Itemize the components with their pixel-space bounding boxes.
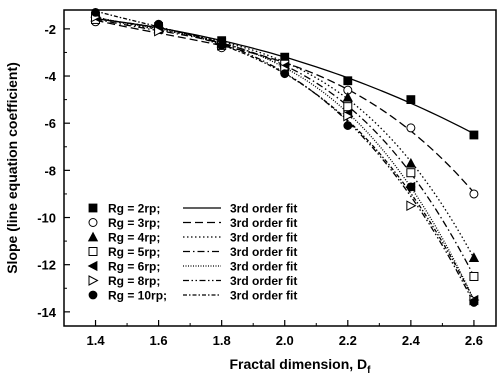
data-point-series-7	[406, 182, 416, 192]
plot-frame	[63, 9, 497, 327]
y-tick-label: -10	[37, 211, 56, 226]
legend-marker-series-4	[88, 247, 98, 256]
data-point-series-3	[342, 91, 353, 102]
legend-label-series-4: Rg = 5rp;	[108, 245, 160, 259]
legend-fit-label-series-7: 3rd order fit	[230, 289, 297, 303]
legend-marker-series-6	[88, 275, 99, 286]
x-axis-label-subscript: f	[367, 365, 371, 376]
x-tick-label: 2.0	[276, 333, 294, 348]
data-point-series-7	[343, 121, 353, 130]
data-point-series-6	[406, 200, 417, 212]
legend-fit-label-series-3: 3rd order fit	[230, 231, 297, 245]
data-point-series-4	[406, 168, 416, 178]
data-point-series-7	[91, 7, 100, 17]
legend-fit-label-series-5: 3rd order fit	[230, 260, 297, 274]
data-point-series-3	[468, 252, 480, 263]
y-tick-label: -8	[44, 163, 56, 178]
x-tick-label: 1.8	[213, 333, 231, 348]
data-point-series-6	[154, 25, 165, 37]
legend-marker-series-5	[87, 260, 98, 272]
y-tick-label: -4	[44, 69, 56, 84]
data-point-series-1	[343, 76, 353, 86]
data-point-series-7	[217, 40, 227, 50]
data-point-series-3	[405, 157, 417, 168]
y-tick-label: -14	[37, 305, 57, 320]
legend-label-series-2: Rg = 3rp;	[108, 216, 160, 230]
data-points	[90, 7, 480, 307]
x-tick-label: 1.4	[86, 333, 105, 348]
x-axis-label: Fractal dimension, Df	[229, 356, 371, 376]
data-point-series-1	[469, 130, 479, 140]
legend-label-series-6: Rg = 8rp;	[108, 274, 160, 288]
data-point-series-7	[280, 69, 290, 79]
x-tick-label: 2.4	[402, 333, 421, 348]
legend-fit-label-series-4: 3rd order fit	[230, 245, 297, 259]
y-tick-label: -6	[44, 116, 56, 131]
legend-marker-series-7	[88, 290, 98, 300]
data-point-series-7	[469, 298, 479, 307]
legend-fit-label-series-1: 3rd order fit	[230, 202, 297, 216]
data-point-series-2	[406, 123, 416, 133]
legend-label-series-1: Rg = 2rp;	[108, 202, 160, 216]
x-axis-ticks: 1.4 1.6 1.8 2.0 2.2 2.4 2.6	[86, 320, 483, 348]
legend: Rg = 2rp; 3rd order fit Rg = 3rp; 3rd order…	[87, 202, 297, 303]
data-point-series-4	[343, 102, 353, 112]
data-point-series-4	[469, 271, 479, 281]
x-tick-label: 1.6	[150, 333, 168, 348]
legend-marker-series-1	[88, 203, 98, 213]
legend-label-series-3: Rg = 4rp;	[108, 231, 160, 245]
legend-marker-series-3	[87, 231, 99, 242]
y-axis-ticks: -2 -4 -6 -8 -10 -12 -14	[37, 22, 70, 320]
y-axis-label: Slope (line equation coefficient)	[4, 62, 20, 274]
legend-label-series-5: Rg = 6rp;	[108, 260, 160, 274]
data-point-series-6	[343, 110, 354, 122]
y-tick-label: -12	[37, 258, 56, 273]
y-tick-label: -2	[44, 22, 56, 37]
data-point-series-7	[154, 19, 163, 29]
data-point-series-1	[406, 95, 416, 105]
legend-fit-label-series-2: 3rd order fit	[230, 216, 297, 230]
x-tick-label: 2.6	[465, 333, 483, 348]
x-tick-label: 2.2	[339, 333, 357, 348]
legend-label-series-7: Rg = 10rp;	[108, 289, 167, 303]
data-point-series-2	[469, 189, 479, 199]
legend-fit-label-series-6: 3rd order fit	[230, 274, 297, 288]
legend-marker-series-2	[88, 218, 98, 227]
